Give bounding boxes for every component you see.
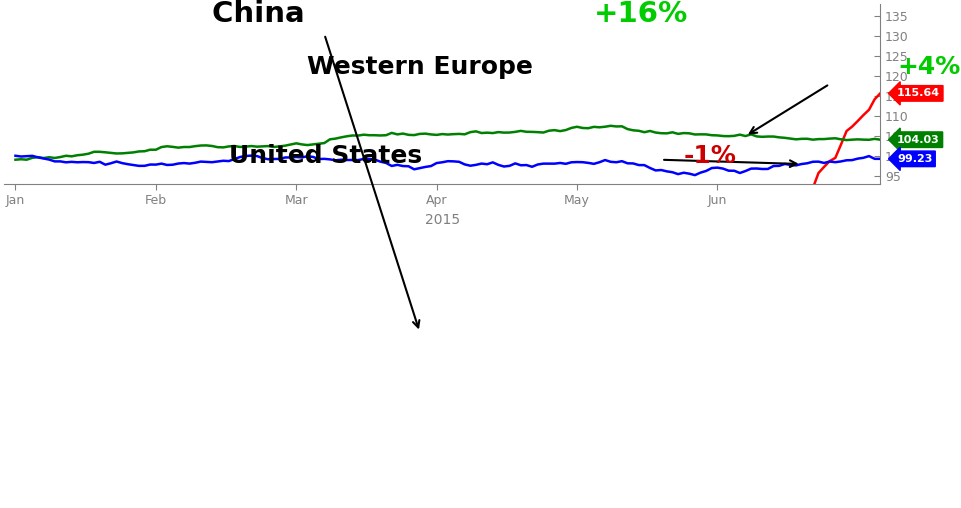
Text: China: China <box>211 0 314 28</box>
Text: +4%: +4% <box>897 55 959 79</box>
Text: 104.03: 104.03 <box>897 135 939 145</box>
X-axis label: 2015: 2015 <box>424 213 459 227</box>
Text: -1%: -1% <box>683 144 736 168</box>
Text: +16%: +16% <box>593 0 687 28</box>
Text: 115.64: 115.64 <box>897 88 939 99</box>
Text: Western Europe: Western Europe <box>308 55 532 79</box>
Text: 99.23: 99.23 <box>897 154 931 164</box>
Text: United States: United States <box>229 144 422 168</box>
